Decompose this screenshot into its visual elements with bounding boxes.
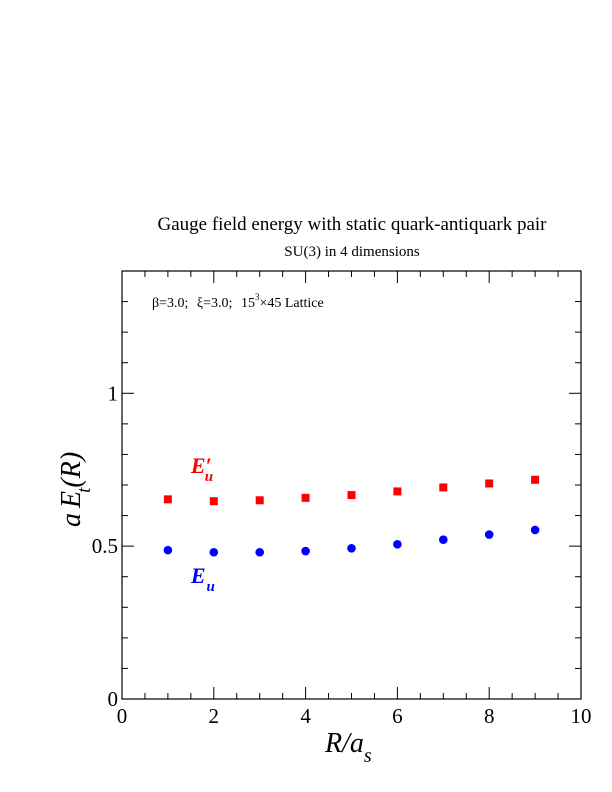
data-point-circle <box>163 545 173 555</box>
lattice-annotation: β=3.0; ξ=3.0; 153×45 Lattice <box>152 292 324 311</box>
data-point-circle <box>530 525 540 535</box>
y-axis-label: aEt(R) <box>56 452 95 527</box>
y-axis-label-sub: t <box>74 487 95 493</box>
data-point-square <box>347 491 356 500</box>
chart-title: Gauge field energy with static quark-ant… <box>157 214 547 235</box>
y-axis-label-a: a <box>56 513 87 527</box>
annotation-lattice-base: 15 <box>241 296 255 311</box>
x-tick-label: 10 <box>571 704 592 728</box>
data-point-square <box>531 475 540 484</box>
data-point-circle <box>301 546 310 556</box>
annotation-lattice-exp: 3 <box>255 292 260 302</box>
annotation-lattice-rest: ×45 Lattice <box>259 296 323 311</box>
data-point-square <box>393 487 402 496</box>
data-point-circle <box>439 535 448 545</box>
series-label-sub: u <box>205 469 213 485</box>
y-tick-label: 1 <box>108 381 119 405</box>
y-tick-label: 0.5 <box>92 534 118 558</box>
y-axis-label-e: E <box>56 491 87 509</box>
x-tick-label: 4 <box>300 704 311 728</box>
series-label-prime: ′ <box>206 453 212 478</box>
y-tick-label: 0 <box>108 687 119 711</box>
data-point-circle <box>347 543 356 553</box>
chart-subtitle: SU(3) in 4 dimensions <box>284 244 420 260</box>
x-axis-ticks <box>121 271 582 699</box>
y-axis-label-group: aEt(R) <box>56 452 95 527</box>
data-point-square <box>209 497 218 506</box>
series-label: E′u <box>190 453 213 485</box>
data-point-square <box>255 496 264 505</box>
data-point-square <box>163 495 172 504</box>
x-axis-label: R/as <box>324 728 372 767</box>
series-label-main: E <box>190 453 206 478</box>
series-label-sub: u <box>207 579 215 595</box>
series-label-main: E <box>190 563 206 588</box>
plot-frame <box>121 270 582 700</box>
x-tick-labels: 0 2 4 6 8 10 <box>117 704 592 728</box>
x-tick-label: 2 <box>209 704 220 728</box>
x-tick-label: 6 <box>392 704 403 728</box>
y-axis-label-arg: (R) <box>56 452 87 488</box>
series-label: Eu <box>190 563 215 595</box>
data-point-circle <box>255 547 264 557</box>
data-point-square <box>301 493 310 502</box>
data-point-circle <box>393 540 402 549</box>
data-points <box>163 475 540 557</box>
y-axis-ticks <box>122 270 581 700</box>
x-axis-label-sub: s <box>364 745 372 767</box>
series-labels: E′uEu <box>190 453 215 595</box>
data-point-square <box>439 483 448 492</box>
annotation-xi: ξ=3.0; <box>197 296 233 311</box>
x-tick-label: 0 <box>117 704 128 728</box>
annotation-beta: β=3.0; <box>152 296 188 311</box>
y-tick-labels: 00.51 <box>92 381 118 711</box>
data-point-circle <box>484 530 494 539</box>
data-point-square <box>485 479 494 488</box>
x-axis-label-main: R/a <box>324 728 364 759</box>
data-point-circle <box>209 547 219 557</box>
x-tick-label: 8 <box>484 704 495 728</box>
